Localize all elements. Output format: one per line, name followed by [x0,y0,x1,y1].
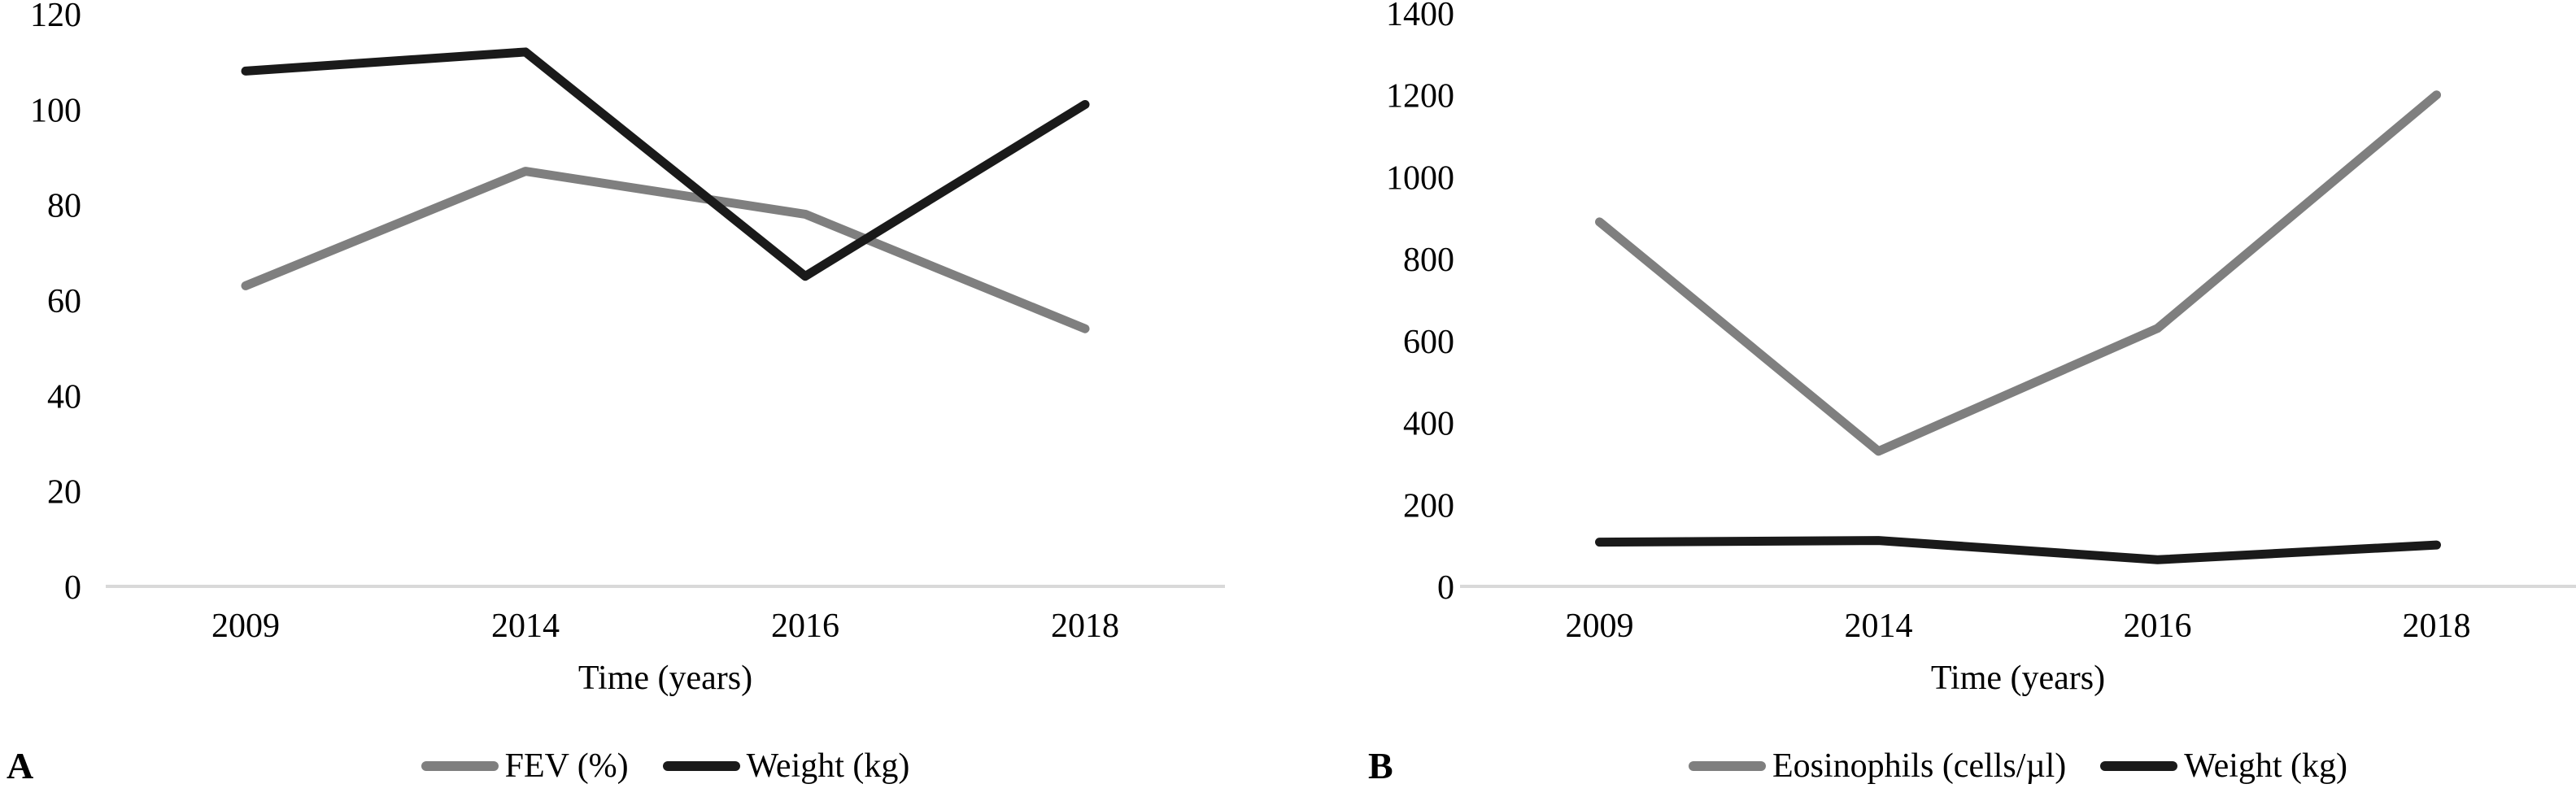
legend-label-fev: FEV (%) [504,747,629,785]
x-tick-label: 2018 [1051,608,1119,645]
eosinophils-line-swatch [1688,761,1766,771]
y-tick-label: 400 [1403,406,1454,443]
y-tick-label: 1000 [1386,159,1454,197]
y-tick-label: 1200 [1386,78,1454,115]
legend-item-eosinophils: Eosinophils (cells/µl) [1688,747,2067,786]
y-tick-label: 60 [47,283,81,320]
x-tick-label: 2009 [1566,608,1634,645]
x-tick-label: 2018 [2403,608,2471,645]
legend-panel-b: Eosinophils (cells/µl) Weight (kg) [1460,742,2576,790]
legend-panel-a: FEV (%) Weight (kg) [106,742,1225,790]
y-tick-label: 20 [47,474,81,512]
y-tick-label: 800 [1403,242,1454,279]
fev-line-swatch [421,761,499,771]
weight-line-swatch-b [2100,761,2178,771]
Weight (kg)-line [1595,536,2441,564]
legend-item-weight-b: Weight (kg) [2100,747,2347,786]
y-tick-label: 100 [30,92,81,129]
Eosinophils (cells/µl)-line [1595,90,2441,456]
y-tick-label: 600 [1403,324,1454,361]
legend-item-fev: FEV (%) [421,747,629,786]
x-axis-title-panel-b: Time (years) [1930,660,2106,697]
weight-line-swatch-a [662,761,740,771]
legend-label-weight-a: Weight (kg) [746,747,910,785]
panel-label-b: B [1368,745,1393,786]
x-tick-label: 2009 [211,608,280,645]
x-tick-label: 2016 [2124,608,2192,645]
y-tick-label: 0 [64,569,81,607]
legend-label-eosinophils: Eosinophils (cells/µl) [1772,747,2067,785]
FEV (%)-line [241,167,1090,333]
x-tick-label: 2014 [1845,608,1913,645]
y-tick-label: 80 [47,188,81,225]
y-tick-label: 120 [30,0,81,34]
y-tick-label: 40 [47,378,81,416]
x-tick-label: 2014 [491,608,560,645]
y-tick-label: 1400 [1386,0,1454,33]
panel-label-a: A [7,745,34,786]
x-axis-title-panel-a: Time (years) [578,660,753,697]
Weight (kg)-line [241,47,1090,281]
legend-label-weight-b: Weight (kg) [2184,747,2348,785]
y-tick-label: 0 [1437,569,1454,607]
legend-item-weight-a: Weight (kg) [662,747,910,786]
y-tick-label: 200 [1403,487,1454,525]
x-tick-label: 2016 [771,608,839,645]
